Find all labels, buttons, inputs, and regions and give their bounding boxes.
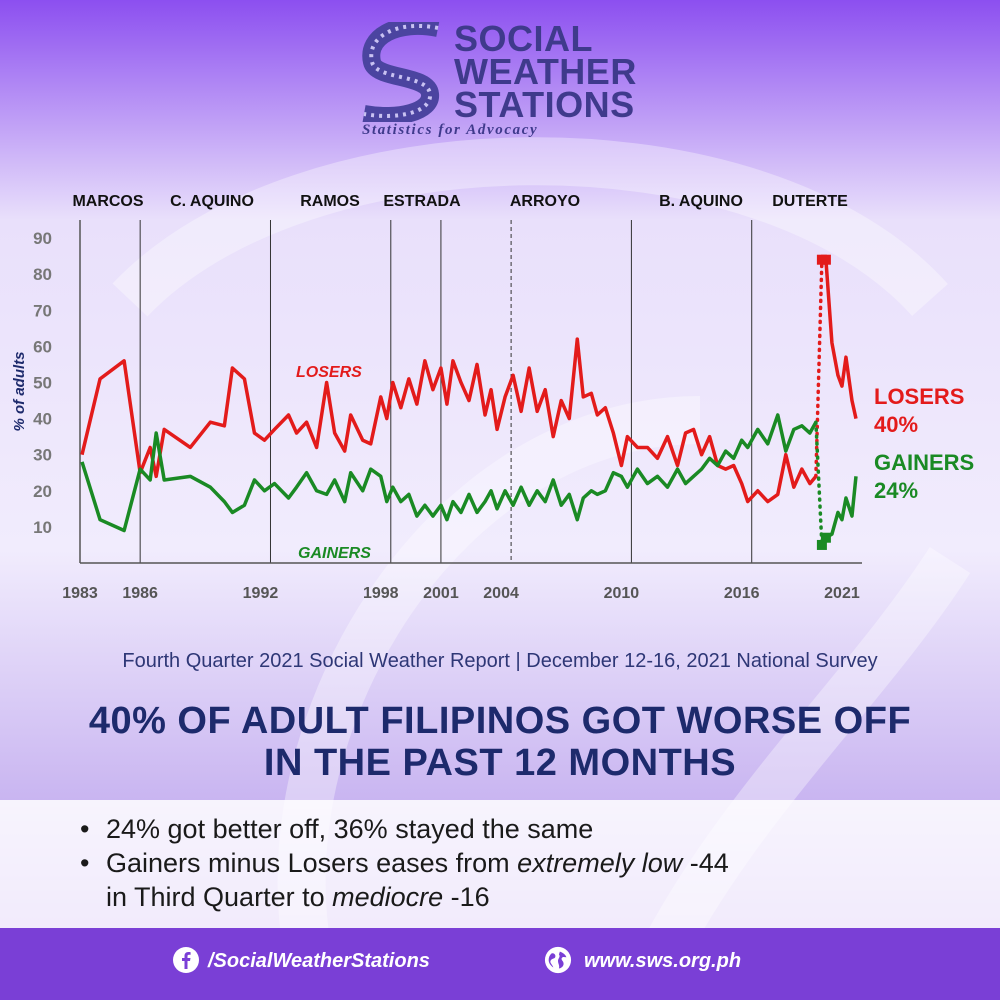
losers-line-recent: [821, 257, 858, 419]
gainers-series-label: GAINERS: [298, 545, 371, 562]
y-tick-label: 20: [33, 482, 52, 501]
losers-marker: [820, 254, 831, 265]
administration-dividers: [139, 220, 753, 563]
sws-s-logo-icon: [362, 22, 440, 122]
key-points: 24% got better off, 36% stayed the same …: [80, 812, 960, 914]
website-link[interactable]: www.sws.org.ph: [584, 950, 742, 972]
x-tick-label: 2004: [483, 585, 519, 602]
administration-label: RAMOS: [300, 193, 360, 210]
y-tick-label: 70: [33, 301, 52, 320]
report-subtitle: Fourth Quarter 2021 Social Weather Repor…: [122, 650, 878, 672]
gainers-end-label: GAINERS: [874, 450, 974, 475]
y-tick-label: 80: [33, 265, 52, 284]
gainers-losers-chart: MARCOS C. AQUINO RAMOS ESTRADA ARROYO B. AQUI…: [11, 193, 974, 602]
bullet-1-text: 24% got better off, 36% stayed the same: [106, 814, 594, 844]
gainers-end-value: 24%: [874, 478, 918, 503]
bullet-2-em1: extremely low: [517, 848, 683, 878]
bullet-2-pre: Gainers minus Losers eases from: [106, 848, 518, 878]
footer: /SocialWeatherStations www.sws.org.ph: [0, 928, 1000, 1000]
y-tick-label: 90: [33, 229, 52, 248]
administration-label: DUTERTE: [772, 193, 848, 210]
administration-label: MARCOS: [72, 193, 143, 210]
x-tick-label: 1992: [243, 585, 279, 602]
y-tick-label: 50: [33, 373, 52, 392]
x-tick-label: 1983: [62, 585, 98, 602]
headline-line-2: IN THE PAST 12 MONTHS: [263, 742, 737, 784]
administration-label: C. AQUINO: [170, 193, 254, 210]
facebook-icon[interactable]: [172, 946, 200, 974]
gainers-line: [80, 413, 818, 533]
logo-word-weather: WEATHER: [454, 51, 637, 92]
y-tick-label: 60: [33, 337, 52, 356]
bullet-2-end: -16: [443, 882, 490, 912]
administration-labels: MARCOS C. AQUINO RAMOS ESTRADA ARROYO B. AQUI…: [72, 193, 848, 210]
losers-line: [80, 337, 818, 504]
gainers-dotted-jump: [814, 420, 824, 547]
series-lines: [80, 257, 858, 547]
losers-end-label: LOSERS: [874, 384, 964, 409]
bullet-net-score: Gainers minus Losers eases from extremel…: [80, 846, 960, 914]
administration-label: ESTRADA: [383, 193, 461, 210]
x-tick-label: 1986: [122, 585, 158, 602]
sws-logo: SOCIAL WEATHER STATIONS Statistics for A…: [358, 18, 658, 147]
logo-word-stations: STATIONS: [454, 84, 635, 125]
losers-series-label: LOSERS: [296, 364, 362, 381]
facebook-link[interactable]: /SocialWeatherStations: [208, 950, 430, 972]
y-tick-label: 40: [33, 410, 52, 429]
losers-end-value: 40%: [874, 412, 918, 437]
bullet-2-line2-pre: in Third Quarter to: [106, 882, 333, 912]
x-tick-label: 1998: [363, 585, 399, 602]
bullet-2-em2: mediocre: [332, 882, 444, 912]
y-tick-label: 10: [33, 518, 52, 537]
globe-icon[interactable]: [544, 946, 572, 974]
y-axis-title: % of adults: [11, 351, 28, 431]
y-tick-labels: 10 20 30 40 50 60 70 80 90: [33, 229, 52, 537]
y-tick-label: 30: [33, 446, 52, 465]
administration-label: B. AQUINO: [659, 193, 743, 210]
x-tick-label: 2021: [824, 585, 860, 602]
gainers-marker: [820, 532, 831, 543]
administration-label: ARROYO: [510, 193, 580, 210]
bullet-2-mid: -44: [682, 848, 729, 878]
x-tick-label: 2001: [423, 585, 459, 602]
headline: 40% OF ADULT FILIPINOS GOT WORSE OFF IN …: [0, 700, 1000, 784]
covid-markers: [816, 254, 831, 550]
x-tick-labels: 1983 1986 1992 1998 2001 2004 2010 2016 2021: [62, 585, 860, 602]
gainers-marker: [816, 539, 827, 550]
x-tick-label: 2010: [604, 585, 640, 602]
logo-tagline: Statistics for Advocacy: [362, 122, 539, 138]
losers-dotted-jump: [814, 257, 824, 479]
x-tick-label: 2016: [724, 585, 760, 602]
chart-axes: [79, 220, 862, 564]
headline-line-1: 40% OF ADULT FILIPINOS GOT WORSE OFF: [88, 700, 912, 742]
bullet-better-off: 24% got better off, 36% stayed the same: [80, 812, 960, 846]
logo-word-social: SOCIAL: [454, 18, 594, 59]
